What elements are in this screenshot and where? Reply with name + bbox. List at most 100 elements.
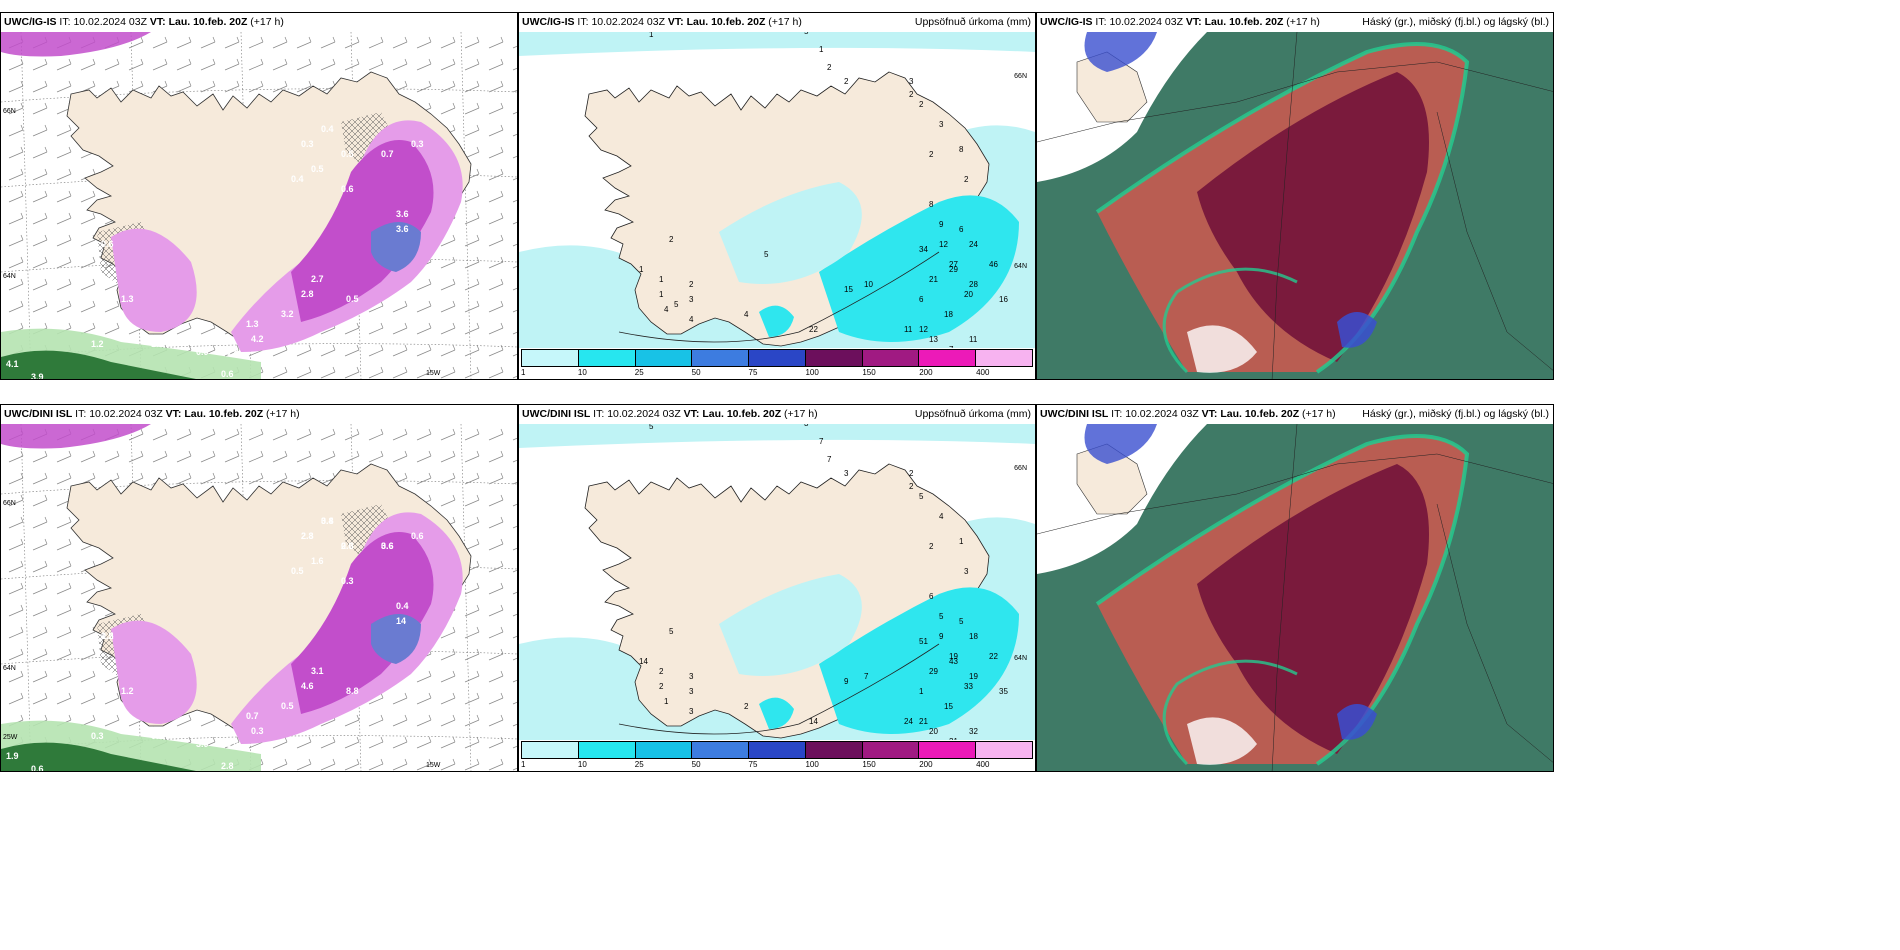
model-name: UWC/DINI ISL [1040, 408, 1109, 420]
longitude-label: 15W [426, 762, 441, 769]
map-value-label: 3 [689, 672, 694, 681]
map-canvas: 1.2 2.8 3.4 0.3 0.6 0.6 0.5 1.6 0.3 0.4 1.2 0.7 0.5 0… [1, 424, 517, 772]
map-value-label: 2 [844, 77, 849, 86]
it-value: 10.02.2024 03Z [73, 16, 147, 28]
map-value-label: 1 [639, 265, 644, 274]
map-value-label: 5 [919, 492, 924, 501]
map-value-label: 1 [664, 697, 669, 706]
map-value-label: 9 [939, 632, 944, 641]
panel-0[interactable]: UWC/IG-IS IT: 10.02.2024 03Z VT: Lau. 10… [0, 12, 518, 380]
map-value-label: 5 [959, 617, 964, 626]
map-value-label: 43 [949, 657, 958, 666]
map-value-label: 51 [919, 637, 928, 646]
map-canvas [1037, 32, 1553, 379]
map-value-label: 1 [659, 290, 664, 299]
vt-value: Lau. 10.feb. 20Z [702, 408, 782, 420]
vt-label: VT: [165, 408, 182, 420]
map-value-label: 6 [959, 225, 964, 234]
it-value: 10.02.2024 03Z [607, 408, 681, 420]
map-value-label: 8 [929, 200, 934, 209]
legend-swatch [805, 742, 863, 758]
map-value-label: 11 [969, 335, 978, 344]
map-value-label: 2 [909, 90, 914, 99]
legend-tick-label: 400 [976, 368, 990, 377]
legend-swatch [692, 742, 750, 758]
map-value-label: 0.3 [251, 726, 264, 736]
latitude-label: 64N [1014, 263, 1027, 270]
map-canvas: 5377322541236559181922194351293335152021… [519, 424, 1035, 740]
legend-tick-label: 75 [748, 368, 758, 377]
map-value-label: 3.6 [396, 224, 409, 234]
latitude-label: 64N [3, 273, 16, 280]
map-value-label: 0.4 [396, 601, 409, 611]
map-value-label: 2 [909, 482, 914, 491]
map-value-label: 3.2 [281, 309, 294, 319]
map-value-label: 5 [764, 250, 769, 259]
legend-tick-label: 200 [919, 760, 933, 769]
map-value-label: 0.6 [221, 369, 234, 379]
map-value-label: 33 [964, 682, 973, 691]
map-value-label: 0.3 [91, 731, 104, 741]
map-value-label: 12 [939, 240, 948, 249]
map-value-label: 4 [689, 315, 694, 324]
map-value-label: 6 [919, 295, 924, 304]
map-value-label: 1 [919, 687, 924, 696]
map-value-label: 22 [989, 652, 998, 661]
legend-swatch [692, 350, 750, 366]
map-value-label: 15 [944, 702, 953, 711]
map-value-label: 6 [929, 592, 934, 601]
map-value-label: 5 [804, 32, 809, 36]
legend-swatch [749, 742, 806, 758]
it-value: 10.02.2024 03Z [1125, 408, 1199, 420]
map-value-label: 27 [949, 260, 958, 269]
vt-value: Lau. 10.feb. 20Z [1220, 408, 1300, 420]
map-value-label: 2 [659, 667, 664, 676]
legend-tick-label: 1 [521, 760, 526, 769]
map-value-label: 2.8 [301, 289, 314, 299]
lead-time: (+17 h) [266, 408, 300, 420]
precip-legend: 1 10 25 50 75 100 150 200 400 [521, 741, 1033, 771]
map-value-label: 35 [999, 687, 1008, 696]
map-value-label: 1 [659, 275, 664, 284]
panel-4[interactable]: UWC/DINI ISL IT: 10.02.2024 03Z VT: Lau.… [518, 404, 1036, 772]
legend-colorbar [521, 349, 1033, 367]
panel-field-title: Háský (gr.), miðský (fj.bl.) og lágský (… [1362, 408, 1549, 420]
map-value-label: 22 [809, 325, 818, 334]
map-value-label: 46 [989, 260, 998, 269]
map-value-label: 0.3 [301, 139, 314, 149]
map-value-label: 12 [919, 325, 928, 334]
longitude-label: 15W [426, 370, 441, 377]
map-value-label: 21 [949, 737, 958, 740]
map-value-label: 0.6 [341, 184, 354, 194]
it-value: 10.02.2024 03Z [89, 408, 163, 420]
panel-1[interactable]: UWC/IG-IS IT: 10.02.2024 03Z VT: Lau. 10… [518, 12, 1036, 380]
model-name: UWC/IG-IS [1040, 16, 1093, 28]
panel-field-title: Uppsöfnuð úrkoma (mm) [914, 16, 1031, 28]
map-value-label: 2 [669, 235, 674, 244]
map-value-label: 18 [944, 310, 953, 319]
panel-2[interactable]: UWC/IG-IS IT: 10.02.2024 03Z VT: Lau. 10… [1036, 12, 1554, 380]
map-value-label: 14 [639, 657, 648, 666]
legend-tick-label: 100 [805, 760, 819, 769]
panel-5[interactable]: UWC/DINI ISL IT: 10.02.2024 03Z VT: Lau.… [1036, 404, 1554, 772]
latitude-label: 66N [1014, 465, 1027, 472]
map-value-label: 34 [919, 245, 928, 254]
map-value-label: 7 [949, 345, 954, 348]
map-value-label: 3 [689, 687, 694, 696]
map-value-label: 3.4 [321, 516, 334, 526]
map-value-label: 3.9 [196, 739, 209, 749]
panel-header: UWC/DINI ISL IT: 10.02.2024 03Z VT: Lau.… [1037, 405, 1553, 424]
map-value-label: 4.6 [301, 681, 314, 691]
map-value-label: 5 [669, 627, 674, 636]
map-value-label: 18 [969, 632, 978, 641]
map-canvas: 0.6 0.3 0.4 0.5 0.7 0.3 0.4 0.5 0.6 3.6 1.3 1.3 3.2 4… [1, 32, 517, 379]
panel-3[interactable]: UWC/DINI ISL IT: 10.02.2024 03Z VT: Lau.… [0, 404, 518, 772]
map-value-label: 11 [904, 325, 913, 334]
map-value-label: 2 [909, 469, 914, 478]
map-value-label: 5 [674, 300, 679, 309]
legend-swatch [635, 350, 693, 366]
map-value-label: 0.9 [196, 347, 209, 357]
map-canvas [1037, 424, 1553, 771]
map-value-label: 0.6 [31, 764, 44, 772]
map-value-label: 3 [909, 77, 914, 86]
